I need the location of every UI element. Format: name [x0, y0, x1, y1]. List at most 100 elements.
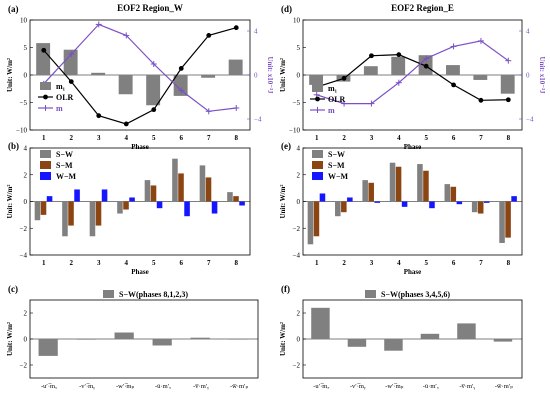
panel-e-legend-label: S−W [328, 150, 345, 159]
panel-a-legend-label: m [56, 104, 63, 113]
panel-d-xtick-label: 1 [315, 134, 319, 142]
panel-b-bar [89, 201, 96, 237]
panel-b-legend-swatch [40, 172, 51, 180]
panel-f-bar [347, 339, 367, 347]
panel-b-bar [205, 177, 212, 202]
panel-a-legend-label: OLR [56, 93, 74, 102]
panel-e-xtick-label: 7 [479, 259, 483, 267]
panel-e-bar [471, 201, 478, 213]
panel-d-legend-swatch [312, 84, 323, 92]
panel-a-point [206, 33, 212, 38]
panel-b-ytick-label: 4 [24, 145, 28, 153]
panel-c-label: (c) [8, 284, 18, 294]
panel-a-y2tick-label: 4 [254, 28, 258, 36]
panel-f-xtick-label: -v′·̅mᵧ [350, 383, 366, 390]
panel-b-bar [178, 173, 184, 202]
panel-b-bar [233, 196, 239, 202]
panel-d-ytick-label: −10 [289, 127, 300, 135]
panel-d-ytick-label: 0 [297, 72, 301, 80]
panel-e-bar [319, 193, 326, 202]
panel-c-ytick-label: 2 [24, 310, 28, 318]
panel-e-bar [341, 201, 347, 213]
panel-b-bar [199, 165, 206, 202]
panel-e-bar [450, 186, 457, 202]
panel-c-ytick-label: 0 [24, 336, 28, 344]
panel-a-point [96, 113, 102, 119]
panel-e-xtick-label: 3 [370, 259, 374, 267]
panel-f-xtick-label: -u′·̅mₓ [313, 383, 329, 390]
panel-d-y2tick-label: −4 [526, 116, 534, 124]
panel-d-line-m [316, 40, 509, 105]
panel-f-ytick-label: 2 [297, 310, 301, 318]
panel-b-bar [34, 201, 41, 221]
panel-d-ytick-label: 5 [297, 44, 301, 52]
panel-f-legend-swatch [365, 290, 376, 298]
panel-f-bar [420, 333, 440, 339]
panel-f-bar [493, 339, 513, 342]
panel-b-bar [62, 201, 68, 237]
panel-d-legend-label: m₁ [328, 84, 338, 93]
panel-e-xtick-label: 1 [315, 259, 319, 267]
panel-a-xtick-label: 7 [207, 134, 211, 142]
panel-b-ytick-label: −2 [20, 225, 28, 233]
panel-d-legend-swatch [315, 96, 320, 102]
panel-e-ytick-label: 2 [297, 171, 301, 179]
panel-b-bar [74, 189, 80, 202]
panel-e-xlabel: Phase [404, 268, 422, 276]
panel-b-ytick-label: 0 [24, 198, 28, 206]
panel-f-bar [384, 339, 403, 351]
panel-d-point [451, 82, 456, 88]
panel-a-legend-swatch [43, 94, 48, 100]
panel-b-ytick-label: 2 [24, 171, 28, 179]
panel-b-label: (b) [8, 141, 19, 151]
panel-e-bar [423, 170, 429, 202]
panel-e-bar [483, 201, 490, 203]
panel-f-xtick-label: -ū·m′ₓ [423, 383, 439, 390]
panel-b-xtick-label: 3 [97, 259, 101, 267]
panel-c-bar [76, 339, 96, 340]
panel-b-legend-label: W−M [56, 172, 77, 181]
panel-b-legend-label: S−M [56, 161, 73, 170]
panel-b-bar [150, 185, 157, 202]
panel-a-point [151, 107, 157, 113]
panel-d-xtick-label: 8 [507, 134, 511, 142]
panel-b-xtick-label: 4 [125, 259, 129, 267]
panel-a-xtick-label: 1 [42, 134, 46, 142]
panel-b-ylabel: Unit: W/m² [6, 184, 14, 218]
panel-d-xlabel: Phase [404, 143, 422, 151]
panel-e-xtick-label: 4 [397, 259, 401, 267]
panel-d-xtick-label: 2 [342, 134, 346, 142]
panel-e-bar [511, 196, 517, 202]
panel-d-xtick-label: 7 [479, 134, 483, 142]
panel-b-bar [123, 201, 129, 210]
panel-e-xtick-label: 2 [342, 259, 346, 267]
panel-a-ytick-label: 5 [24, 44, 28, 52]
panel-b-legend-swatch [40, 161, 51, 169]
panel-e-legend-swatch [312, 150, 323, 158]
panel-d-bar [446, 65, 460, 75]
panel-a-xtick-label: 3 [97, 134, 101, 142]
panel-d-bar [363, 66, 378, 75]
panel-e-bar [456, 201, 463, 205]
panel-b-bar [172, 158, 178, 202]
panel-b-bar [227, 192, 233, 202]
panel-e-bar [499, 201, 505, 243]
panel-e-bar [374, 201, 380, 203]
panel-e-bar [362, 180, 368, 202]
panel-d-bar [500, 75, 515, 94]
panel-a-xtick-label: 2 [70, 134, 74, 142]
panel-e-bar [389, 162, 396, 202]
panel-e-bar [477, 201, 484, 214]
panel-a-bar [36, 43, 51, 75]
panel-b-bar [95, 201, 102, 226]
panel-a-xtick-label: 5 [152, 134, 156, 142]
panel-d-legend-label: OLR [328, 95, 346, 104]
panel-b-xtick-label: 5 [152, 259, 156, 267]
panel-b-xtick-label: 2 [70, 259, 74, 267]
panel-b-bar [144, 180, 151, 202]
panel-e-bar [505, 201, 511, 238]
panel-b-bar [239, 201, 245, 206]
panel-e-bar [307, 201, 314, 245]
panel-a-xtick-label: 8 [235, 134, 239, 142]
